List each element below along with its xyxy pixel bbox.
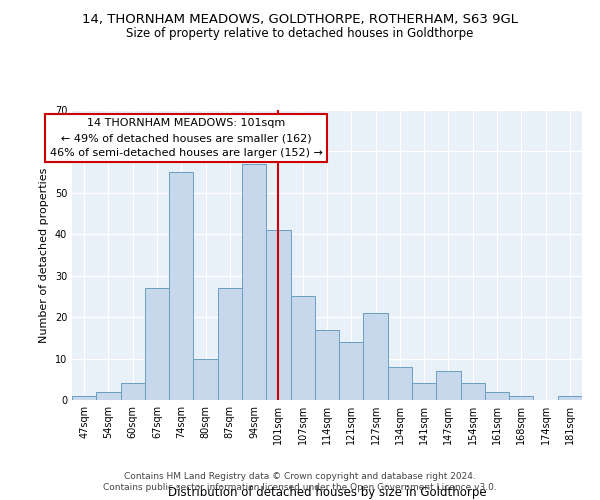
- Bar: [436, 371, 461, 400]
- Bar: [193, 358, 218, 400]
- Bar: [266, 230, 290, 400]
- Bar: [96, 392, 121, 400]
- Text: Contains public sector information licensed under the Open Government Licence v3: Contains public sector information licen…: [103, 484, 497, 492]
- Bar: [121, 384, 145, 400]
- X-axis label: Distribution of detached houses by size in Goldthorpe: Distribution of detached houses by size …: [167, 486, 487, 499]
- Bar: [72, 396, 96, 400]
- Bar: [388, 367, 412, 400]
- Bar: [485, 392, 509, 400]
- Text: Size of property relative to detached houses in Goldthorpe: Size of property relative to detached ho…: [127, 28, 473, 40]
- Text: 14, THORNHAM MEADOWS, GOLDTHORPE, ROTHERHAM, S63 9GL: 14, THORNHAM MEADOWS, GOLDTHORPE, ROTHER…: [82, 12, 518, 26]
- Bar: [218, 288, 242, 400]
- Text: Contains HM Land Registry data © Crown copyright and database right 2024.: Contains HM Land Registry data © Crown c…: [124, 472, 476, 481]
- Bar: [364, 313, 388, 400]
- Bar: [145, 288, 169, 400]
- Bar: [509, 396, 533, 400]
- Bar: [290, 296, 315, 400]
- Bar: [339, 342, 364, 400]
- Y-axis label: Number of detached properties: Number of detached properties: [39, 168, 49, 342]
- Bar: [461, 384, 485, 400]
- Bar: [169, 172, 193, 400]
- Bar: [412, 384, 436, 400]
- Bar: [558, 396, 582, 400]
- Text: 14 THORNHAM MEADOWS: 101sqm
← 49% of detached houses are smaller (162)
46% of se: 14 THORNHAM MEADOWS: 101sqm ← 49% of det…: [50, 118, 323, 158]
- Bar: [242, 164, 266, 400]
- Bar: [315, 330, 339, 400]
